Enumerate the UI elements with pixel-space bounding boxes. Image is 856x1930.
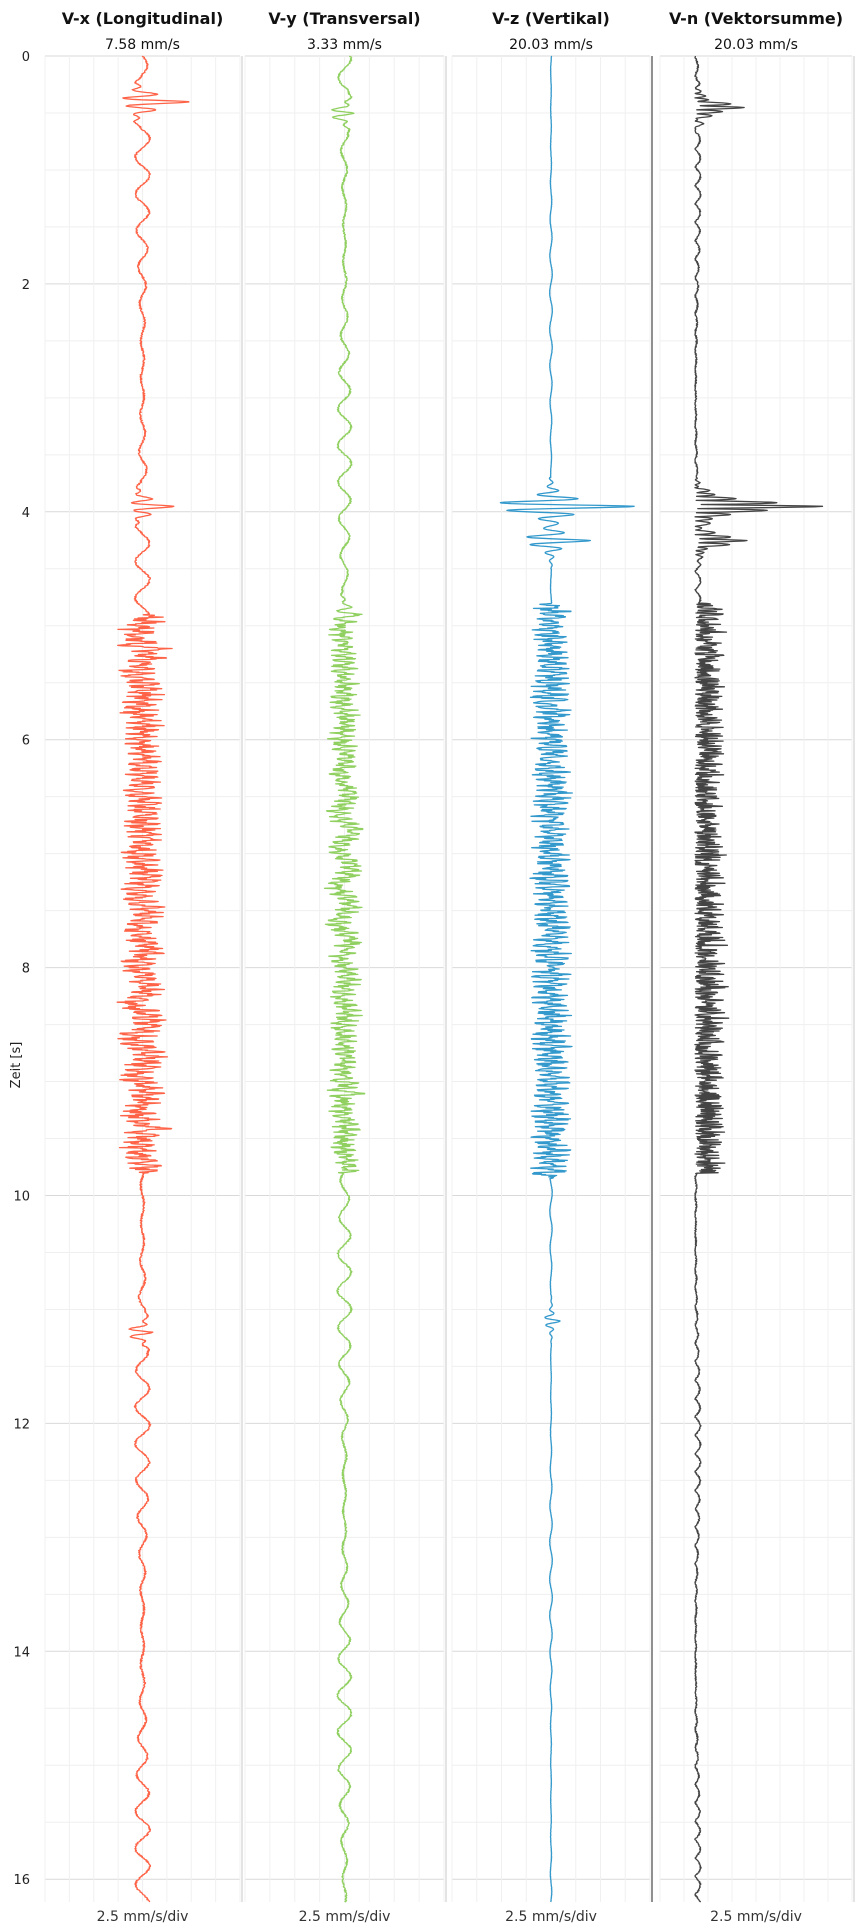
trace-1 (116, 55, 190, 1903)
y-tick-label: 12 (13, 1417, 30, 1432)
y-tick-label: 10 (13, 1190, 30, 1205)
text-layer: 0 2 4 6 8 10 12 14 16 V-x (Longitudinal) 7.58 mm/s… (13, 9, 843, 1925)
panel-title: V-z (Vertikal) (492, 9, 610, 28)
y-tick-label: 2 (22, 278, 30, 293)
panel-title: V-y (Transversal) (268, 9, 420, 28)
panel-scale-label: 2.5 mm/s/div (299, 1909, 391, 1925)
trace-3 (499, 55, 635, 1903)
panel-scale-label: 2.5 mm/s/div (710, 1909, 802, 1925)
y-tick-label: 0 (22, 50, 30, 65)
y-tick-label: 8 (22, 962, 30, 977)
panel-peak-value: 20.03 mm/s (509, 37, 593, 53)
y-tick-label: 14 (13, 1645, 30, 1660)
trace-2 (323, 55, 366, 1903)
panel-scale-label: 2.5 mm/s/div (505, 1909, 597, 1925)
panel-title: V-n (Vektorsumme) (669, 9, 843, 28)
y-tick-label: 6 (22, 734, 30, 749)
y-axis-label: Zeit [s] (9, 1042, 24, 1089)
y-tick-label: 4 (22, 506, 30, 521)
trace-4 (694, 55, 824, 1903)
trace-layer (116, 55, 824, 1903)
grid-layer (44, 55, 855, 1902)
y-tick-label: 16 (13, 1873, 30, 1888)
panel-title: V-x (Longitudinal) (62, 9, 224, 28)
panel-scale-label: 2.5 mm/s/div (97, 1909, 189, 1925)
panel-peak-value: 20.03 mm/s (714, 37, 798, 53)
panel-peak-value: 7.58 mm/s (105, 37, 180, 53)
panel-peak-value: 3.33 mm/s (307, 37, 382, 53)
